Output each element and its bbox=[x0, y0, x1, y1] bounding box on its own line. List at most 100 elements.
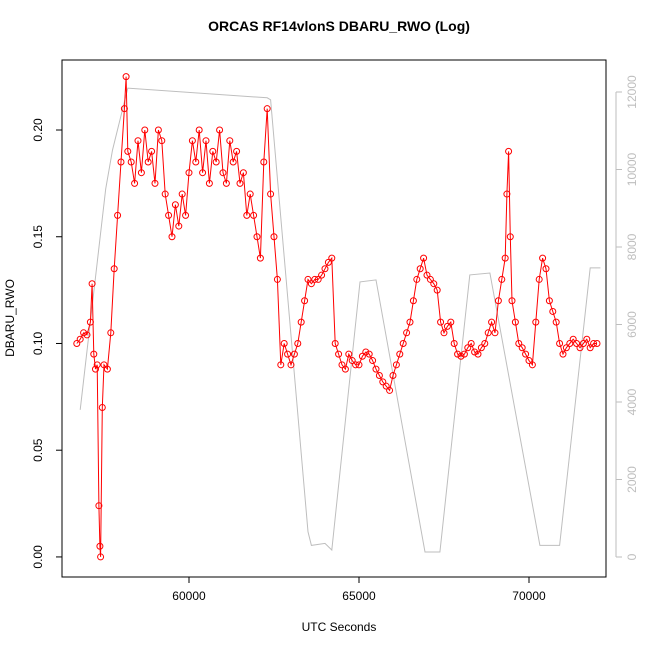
x-tick-label: 65000 bbox=[342, 589, 376, 603]
data-point bbox=[226, 137, 234, 145]
data-point bbox=[151, 179, 159, 187]
data-point bbox=[178, 190, 186, 198]
data-point bbox=[399, 339, 407, 347]
data-point bbox=[379, 378, 387, 386]
data-point bbox=[352, 361, 360, 369]
data-point bbox=[314, 275, 322, 283]
data-point bbox=[134, 137, 142, 145]
data-point bbox=[96, 542, 104, 550]
data-point bbox=[127, 158, 135, 166]
data-point bbox=[362, 348, 370, 356]
data-point bbox=[83, 331, 91, 339]
data-point bbox=[263, 105, 271, 113]
data-point bbox=[110, 265, 118, 273]
data-point bbox=[311, 275, 319, 283]
x-axis-label: UTC Seconds bbox=[302, 620, 377, 634]
y-tick-label: 0.20 bbox=[31, 118, 45, 142]
data-point bbox=[348, 357, 356, 365]
series-line bbox=[76, 76, 597, 557]
data-point bbox=[506, 233, 514, 241]
data-point bbox=[471, 348, 479, 356]
data-point bbox=[328, 254, 336, 262]
data-point bbox=[505, 147, 513, 155]
data-point bbox=[409, 297, 417, 305]
data-point bbox=[426, 275, 434, 283]
data-point bbox=[141, 126, 149, 134]
x-tick-label: 60000 bbox=[172, 589, 206, 603]
data-point bbox=[324, 258, 332, 266]
data-point bbox=[447, 318, 455, 326]
data-point bbox=[433, 286, 441, 294]
data-point bbox=[494, 297, 502, 305]
data-point bbox=[97, 553, 105, 561]
data-point bbox=[95, 502, 103, 510]
data-point bbox=[154, 126, 162, 134]
data-point bbox=[375, 371, 383, 379]
data-point bbox=[491, 329, 499, 337]
data-point bbox=[205, 179, 213, 187]
data-point bbox=[403, 329, 411, 337]
data-point bbox=[114, 211, 122, 219]
data-point bbox=[120, 105, 128, 113]
data-point bbox=[559, 350, 567, 358]
data-point bbox=[321, 265, 329, 273]
data-point bbox=[131, 179, 139, 187]
data-point bbox=[91, 365, 99, 373]
data-point bbox=[243, 211, 251, 219]
x-tick-label: 70000 bbox=[512, 589, 546, 603]
data-point bbox=[73, 339, 81, 347]
data-point bbox=[195, 126, 203, 134]
data-point bbox=[532, 318, 540, 326]
data-point bbox=[511, 318, 519, 326]
data-point bbox=[386, 386, 394, 394]
data-point bbox=[301, 297, 309, 305]
data-point bbox=[396, 350, 404, 358]
data-point bbox=[117, 158, 125, 166]
data-point bbox=[304, 275, 312, 283]
data-point bbox=[372, 365, 380, 373]
data-point bbox=[437, 318, 445, 326]
data-point bbox=[508, 297, 516, 305]
data-point bbox=[318, 271, 326, 279]
series-line bbox=[79, 87, 601, 553]
data-point bbox=[423, 271, 431, 279]
data-point bbox=[503, 190, 511, 198]
data-point bbox=[188, 137, 196, 145]
data-point bbox=[229, 158, 237, 166]
data-point bbox=[488, 318, 496, 326]
data-point bbox=[236, 179, 244, 187]
data-point bbox=[182, 211, 190, 219]
y-axis-label: DBARU_RWO bbox=[3, 279, 17, 357]
data-point bbox=[573, 339, 581, 347]
data-point bbox=[273, 275, 281, 283]
data-point bbox=[345, 350, 353, 358]
data-point bbox=[593, 339, 601, 347]
data-point bbox=[93, 361, 101, 369]
data-point bbox=[518, 344, 526, 352]
data-point bbox=[569, 335, 577, 343]
data-point bbox=[556, 339, 564, 347]
y-tick-label: 0.00 bbox=[31, 545, 45, 569]
y-tick-label: 0.15 bbox=[31, 225, 45, 249]
y2-tick-label: 0 bbox=[625, 553, 639, 560]
data-point bbox=[420, 254, 428, 262]
data-point bbox=[413, 275, 421, 283]
data-point bbox=[76, 335, 84, 343]
y2-tick-label: 10000 bbox=[625, 152, 639, 186]
data-point bbox=[253, 233, 261, 241]
plot-box bbox=[61, 59, 607, 578]
data-point bbox=[406, 318, 414, 326]
data-point bbox=[341, 365, 349, 373]
data-point bbox=[355, 361, 363, 369]
data-point bbox=[185, 169, 193, 177]
y2-tick-label: 2000 bbox=[625, 466, 639, 493]
data-point bbox=[219, 169, 227, 177]
data-point bbox=[515, 339, 523, 347]
data-point bbox=[161, 190, 169, 198]
data-point bbox=[450, 339, 458, 347]
data-point bbox=[392, 361, 400, 369]
data-point bbox=[287, 361, 295, 369]
data-point bbox=[270, 233, 278, 241]
data-point bbox=[307, 280, 315, 288]
